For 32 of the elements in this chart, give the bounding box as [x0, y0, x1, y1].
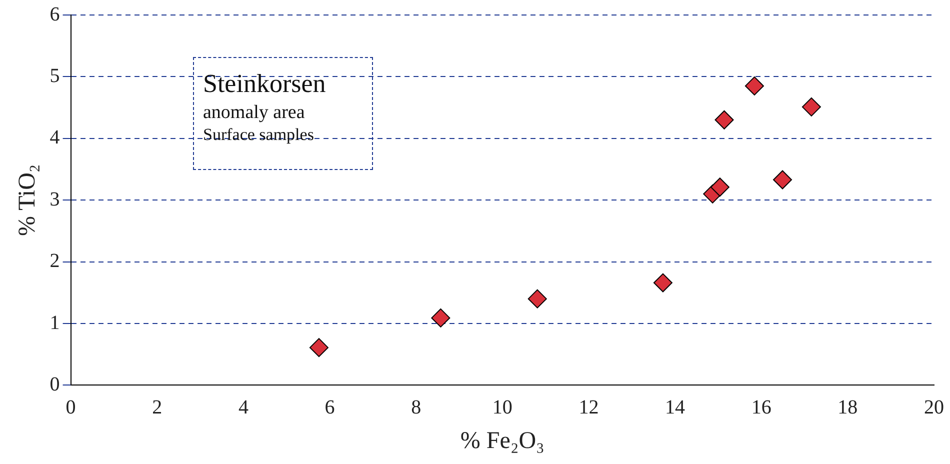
x-tick-label: 14	[665, 396, 686, 418]
y-tick-label: 2	[50, 250, 60, 272]
x-tick-label: 16	[751, 396, 772, 418]
point	[744, 76, 764, 96]
annotation: anomaly area	[203, 100, 306, 124]
point	[802, 97, 821, 116]
point	[653, 273, 672, 292]
y-tick-label: 3	[50, 188, 60, 210]
point	[714, 110, 734, 130]
x-tick-label: 12	[578, 396, 599, 418]
y-tick-label: 1	[50, 312, 60, 334]
point	[309, 338, 328, 358]
x-tick-label: 8	[411, 396, 422, 418]
y-tick-label: 5	[50, 64, 60, 87]
x-tick-label: 6	[324, 396, 335, 418]
y-tick-label: 6	[50, 3, 60, 26]
point	[528, 289, 547, 308]
point	[773, 170, 792, 190]
annotation: Surface samples	[203, 124, 315, 146]
annotation: Steinkorsen	[203, 68, 326, 100]
x-tick-label: 4	[238, 396, 248, 418]
y-tick-label: 4	[50, 126, 60, 149]
point	[431, 308, 450, 328]
x-tick-label: 10	[492, 396, 512, 418]
x-tick-label: 20	[924, 396, 944, 418]
x-tick-label: 18	[838, 396, 858, 418]
x-tick-label: 2	[152, 396, 162, 418]
point	[710, 178, 730, 197]
x-axis-title: % Fe₂O₃	[460, 428, 544, 454]
x-tick-label: 0	[66, 396, 76, 418]
y-tick-label: 0	[50, 373, 60, 396]
y-axis-title: % TiO₂	[14, 164, 41, 236]
